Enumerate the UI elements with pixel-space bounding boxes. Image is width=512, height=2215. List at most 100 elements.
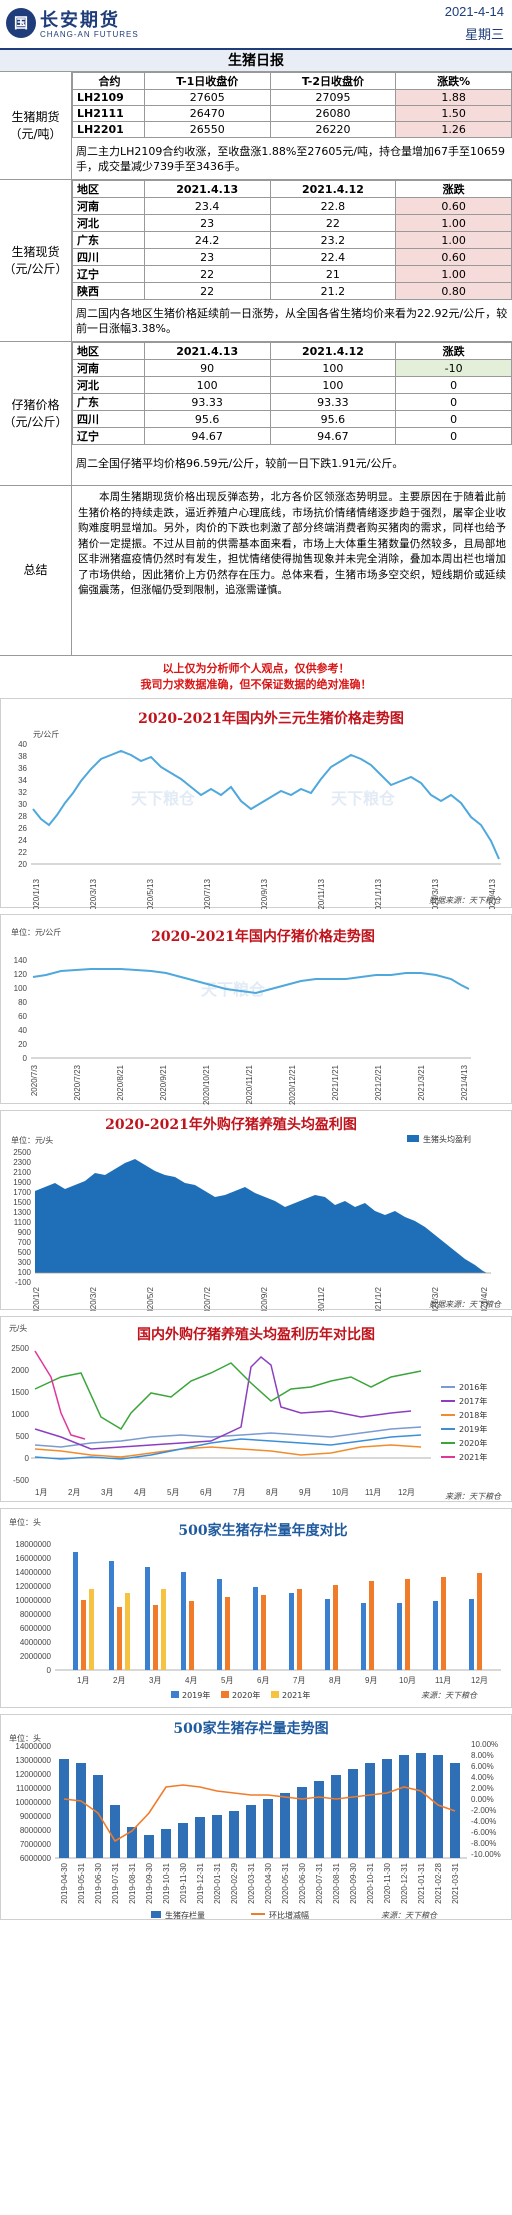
bar: [405, 1579, 410, 1670]
chart-svg: 国内外购仔猪养殖头均盈利历年对比图 元/头 2500 2000 1500 100…: [9, 1323, 502, 1501]
y-tick: 700: [18, 1238, 32, 1247]
y-tick: 2500: [11, 1344, 29, 1353]
legend-label: 2016年: [459, 1382, 487, 1392]
x-tick: 2020/1/2: [32, 1286, 41, 1311]
bar: [246, 1805, 256, 1858]
y-tick: 60: [18, 1012, 27, 1021]
y-tick: 28: [18, 812, 27, 821]
x-tick: 2020-08-31: [332, 1862, 341, 1903]
chart-unit: 单位：头: [9, 1733, 41, 1743]
bar: [331, 1775, 341, 1858]
header-cell: 2021.4.12: [269, 342, 397, 360]
price-cell: 26220: [269, 121, 397, 138]
x-tick: 2020/12/21: [288, 1064, 297, 1105]
change-cell: 1.50: [395, 105, 512, 122]
price-cell: 95.6: [269, 410, 397, 428]
x-tick: 2020/7/3: [30, 1064, 39, 1096]
chart-inventory-trend: 500家生猪存栏量走势图 单位：头 14000000 13000000 1200…: [0, 1714, 512, 1920]
x-tick: 2020-12-31: [400, 1862, 409, 1903]
y-axis-ticks: 18000000 16000000 14000000 12000000 1000…: [15, 1540, 51, 1675]
series-line-2019: [34, 1434, 422, 1460]
y-tick: 12000000: [15, 1770, 51, 1779]
price-cell: 93.33: [143, 393, 271, 411]
header-cell: 涨跌: [395, 342, 512, 360]
x-tick: 2020/9/21: [159, 1064, 168, 1100]
legend-label: 2019年: [459, 1424, 487, 1434]
bar: [89, 1589, 94, 1670]
region-cell: 河北: [72, 214, 145, 232]
x-tick: 12月: [471, 1676, 488, 1685]
y-axis-ticks: 140 120 100 80 60 40 20 0: [14, 956, 28, 1063]
y-tick: 12000000: [15, 1582, 51, 1591]
y-tick: 100: [14, 984, 28, 993]
y-tick: 100: [18, 1268, 32, 1277]
region-cell: 河南: [72, 359, 145, 377]
table-header-row: 地区 2021.4.13 2021.4.12 涨跌: [72, 342, 512, 360]
y-tick: 36: [18, 764, 27, 773]
change-cell: -10: [395, 359, 512, 377]
x-tick: 2021/3/13: [431, 878, 440, 909]
price-cell: 23.4: [143, 197, 271, 215]
chart-source: 来源：天下粮仓: [421, 1691, 478, 1700]
bar: [433, 1601, 438, 1670]
price-cell: 22: [269, 214, 397, 232]
x-tick: 2019-05-31: [77, 1862, 86, 1903]
spot-note: 周二国内各地区生猪价格延续前一日涨势，从全国各省生猪均价来看为22.92元/公斤…: [76, 307, 508, 335]
y2-tick: 0.00%: [471, 1795, 494, 1804]
x-tick: 2020-06-30: [298, 1862, 307, 1903]
bar: [477, 1573, 482, 1670]
y-tick: 500: [18, 1248, 32, 1257]
chart-legend: 2016年 2017年 2018年 2019年 2020年 2021年: [441, 1382, 487, 1462]
y2-tick: -2.00%: [471, 1806, 496, 1815]
report-header: 国 长安期货 CHANG-AN FUTURES 2021-4-14 星期三: [0, 0, 512, 50]
y2-tick: 6.00%: [471, 1762, 494, 1771]
x-tick: 2021/3/2: [431, 1286, 440, 1311]
x-tick: 2021/2/21: [374, 1064, 383, 1100]
summary-text: 本周生猪期现货价格出现反弹态势，北方各价区领涨态势明显。主要原因在于随着此前生猪…: [78, 491, 506, 596]
y-tick: 22: [18, 848, 27, 857]
futures-table: 合约 T-1日收盘价 T-2日收盘价 涨跌% LH2109 27605 2709…: [72, 72, 512, 138]
disclaimer-line-2: 我司力求数据准确，但不保证数据的绝对准确！: [140, 678, 372, 691]
chart-title: 500家生猪存栏量年度对比: [178, 1522, 347, 1539]
x-tick: 2020/5/2: [146, 1286, 155, 1311]
bar: [325, 1599, 330, 1670]
bar: [93, 1775, 103, 1858]
profit-area: [35, 1159, 487, 1273]
y2-tick: 8.00%: [471, 1751, 494, 1760]
y-tick: 13000000: [15, 1756, 51, 1765]
legend-label: 2021年: [282, 1690, 310, 1700]
bar: [289, 1593, 294, 1670]
header-cell: 2021.4.12: [269, 180, 397, 198]
y-tick: 14000000: [15, 1568, 51, 1577]
price-cell: 24.2: [143, 231, 271, 249]
y-tick: 8000000: [20, 1610, 52, 1619]
region-cell: 辽宁: [72, 265, 145, 283]
x-tick: 2021-02-28: [434, 1862, 443, 1903]
x-tick: 2020/5/13: [146, 878, 155, 909]
table-row: 四川 95.6 95.6 0: [72, 410, 512, 428]
y-tick: 20: [18, 860, 27, 869]
report-date: 2021-4-14: [444, 4, 504, 19]
x-tick: 2020/3/13: [89, 878, 98, 909]
x-tick: 2月: [113, 1676, 125, 1685]
y-tick: 0: [25, 1454, 30, 1463]
bar: [297, 1589, 302, 1670]
x-tick: 6月: [257, 1676, 269, 1685]
chart-unit: 单位：元/公斤: [11, 927, 61, 937]
bar: [261, 1595, 266, 1670]
company-logo-icon: 国: [6, 8, 36, 38]
table-header-row: 地区 2021.4.13 2021.4.12 涨跌: [72, 180, 512, 198]
y-tick: 1000: [11, 1410, 29, 1419]
bar: [81, 1600, 86, 1670]
y-tick: 26: [18, 824, 27, 833]
x-tick: 2020/9/2: [260, 1286, 269, 1311]
legend-label: 2017年: [459, 1396, 487, 1406]
y-axis-ticks: 14000000 13000000 12000000 11000000 1000…: [15, 1742, 51, 1863]
chart-svg: 2020-2021年外购仔猪养殖头均盈利图 单位：元/头 生猪头均盈利 2500…: [11, 1116, 502, 1311]
chart-source: 数据来源：天下粮仓: [429, 896, 502, 905]
y-tick: 32: [18, 788, 27, 797]
bar: [416, 1753, 426, 1858]
series-line-2017: [34, 1355, 412, 1450]
price-cell: 21: [269, 265, 397, 283]
change-cell: 1.00: [395, 231, 512, 249]
